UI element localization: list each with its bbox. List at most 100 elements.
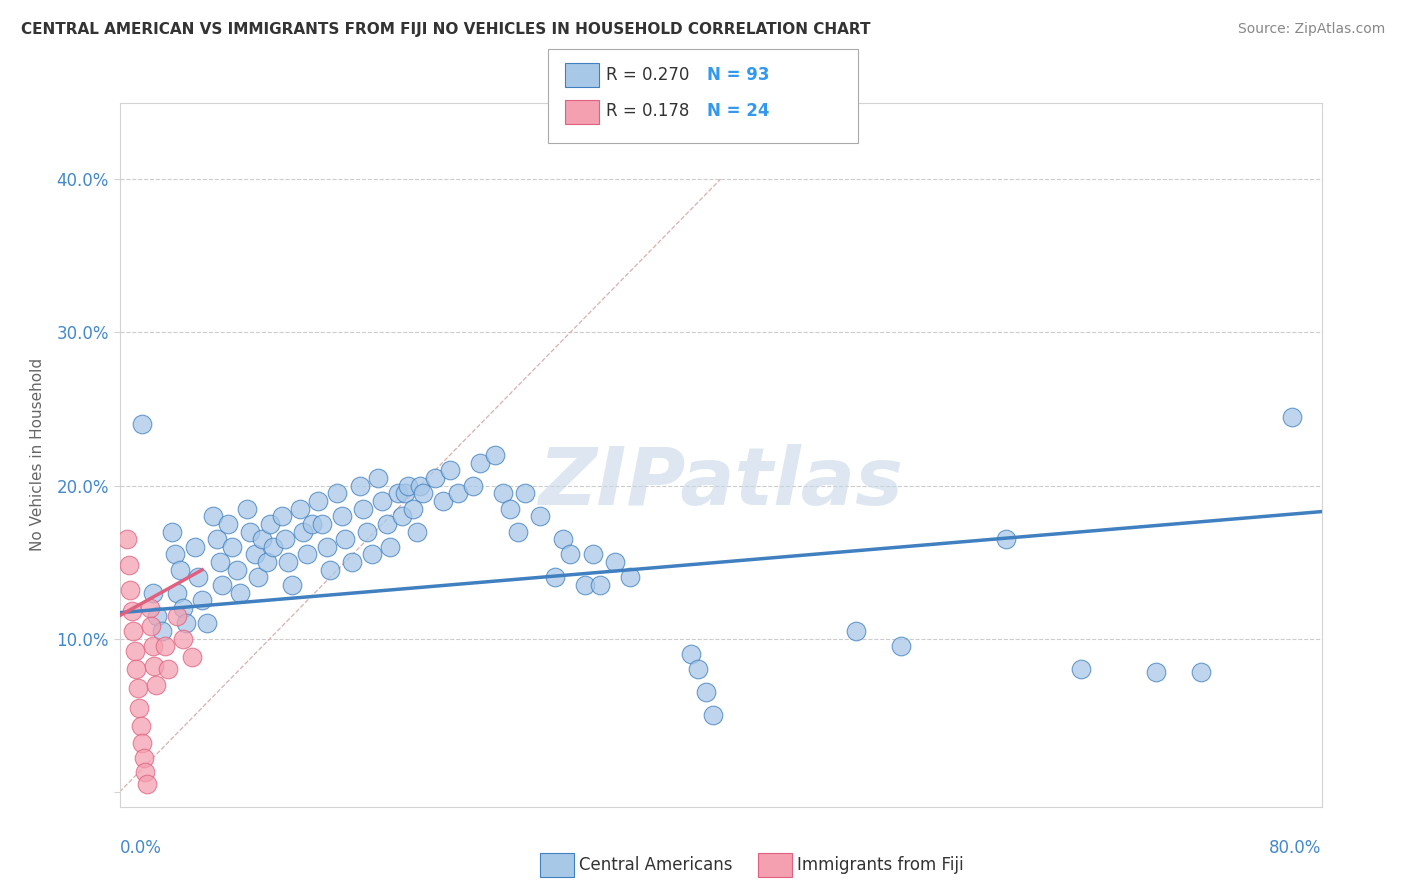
Point bbox=[243, 548, 266, 562]
Point bbox=[301, 516, 323, 531]
Point bbox=[239, 524, 262, 539]
Point bbox=[326, 486, 349, 500]
Point bbox=[375, 516, 398, 531]
Point bbox=[139, 619, 162, 633]
Text: CENTRAL AMERICAN VS IMMIGRANTS FROM FIJI NO VEHICLES IN HOUSEHOLD CORRELATION CH: CENTRAL AMERICAN VS IMMIGRANTS FROM FIJI… bbox=[21, 22, 870, 37]
Point bbox=[145, 678, 167, 692]
Point bbox=[150, 624, 173, 639]
Point bbox=[484, 448, 506, 462]
Point bbox=[259, 516, 281, 531]
Point bbox=[574, 578, 596, 592]
Point bbox=[246, 570, 269, 584]
Point bbox=[262, 540, 284, 554]
Point bbox=[129, 719, 152, 733]
Point bbox=[180, 650, 202, 665]
Point bbox=[209, 555, 232, 569]
Point bbox=[702, 708, 724, 723]
Point bbox=[307, 494, 329, 508]
Point bbox=[311, 516, 333, 531]
Point bbox=[401, 501, 423, 516]
Point bbox=[156, 662, 179, 676]
Point bbox=[252, 532, 274, 546]
Point bbox=[315, 540, 337, 554]
Point bbox=[142, 586, 165, 600]
Point bbox=[217, 516, 239, 531]
Point bbox=[1189, 665, 1212, 680]
Point bbox=[890, 640, 912, 654]
Point bbox=[499, 501, 522, 516]
Point bbox=[845, 624, 868, 639]
Point bbox=[387, 486, 409, 500]
Point bbox=[174, 616, 197, 631]
Point bbox=[138, 601, 160, 615]
Point bbox=[582, 548, 605, 562]
Point bbox=[560, 548, 582, 562]
Point bbox=[544, 570, 567, 584]
Point bbox=[236, 501, 259, 516]
Point bbox=[409, 478, 432, 492]
Text: 80.0%: 80.0% bbox=[1270, 839, 1322, 857]
Point bbox=[131, 417, 153, 432]
Point bbox=[679, 647, 702, 661]
Text: R = 0.270: R = 0.270 bbox=[606, 66, 689, 84]
Point bbox=[468, 456, 492, 470]
Point bbox=[551, 532, 574, 546]
Point bbox=[122, 624, 145, 639]
Point bbox=[166, 608, 188, 623]
Point bbox=[492, 486, 515, 500]
Point bbox=[371, 494, 394, 508]
Point bbox=[221, 540, 243, 554]
Point bbox=[132, 751, 155, 765]
Point bbox=[117, 558, 139, 573]
Point bbox=[515, 486, 537, 500]
Point bbox=[529, 509, 551, 524]
Point bbox=[291, 524, 314, 539]
Point bbox=[191, 593, 214, 607]
Point bbox=[135, 777, 157, 791]
Text: Central Americans: Central Americans bbox=[579, 856, 733, 874]
Point bbox=[995, 532, 1018, 546]
Point bbox=[1144, 665, 1167, 680]
Point bbox=[297, 548, 319, 562]
Point bbox=[432, 494, 454, 508]
Point bbox=[124, 644, 146, 658]
Point bbox=[134, 765, 156, 780]
Point bbox=[406, 524, 429, 539]
Point bbox=[605, 555, 627, 569]
Text: Immigrants from Fiji: Immigrants from Fiji bbox=[797, 856, 965, 874]
Point bbox=[446, 486, 468, 500]
Point bbox=[205, 532, 228, 546]
Text: ZIPatlas: ZIPatlas bbox=[538, 444, 903, 522]
Point bbox=[270, 509, 292, 524]
Point bbox=[439, 463, 461, 477]
Point bbox=[695, 685, 717, 699]
Point bbox=[128, 700, 150, 714]
Point bbox=[166, 586, 188, 600]
Point bbox=[172, 632, 194, 646]
Point bbox=[143, 659, 166, 673]
Point bbox=[361, 548, 384, 562]
Point bbox=[225, 563, 247, 577]
Point bbox=[131, 736, 153, 750]
Point bbox=[228, 586, 252, 600]
Text: 0.0%: 0.0% bbox=[120, 839, 162, 857]
Point bbox=[146, 608, 169, 623]
Point bbox=[127, 681, 149, 695]
Text: N = 93: N = 93 bbox=[707, 66, 769, 84]
Point bbox=[172, 601, 194, 615]
Point bbox=[412, 486, 434, 500]
Point bbox=[153, 640, 176, 654]
Point bbox=[396, 478, 419, 492]
Point bbox=[391, 509, 413, 524]
Point bbox=[187, 570, 209, 584]
Point bbox=[589, 578, 612, 592]
Point bbox=[319, 563, 342, 577]
Point bbox=[367, 471, 389, 485]
Y-axis label: No Vehicles in Household: No Vehicles in Household bbox=[31, 359, 45, 551]
Point bbox=[378, 540, 401, 554]
Point bbox=[333, 532, 356, 546]
Point bbox=[342, 555, 364, 569]
Point bbox=[195, 616, 218, 631]
Point bbox=[506, 524, 529, 539]
Point bbox=[686, 662, 709, 676]
